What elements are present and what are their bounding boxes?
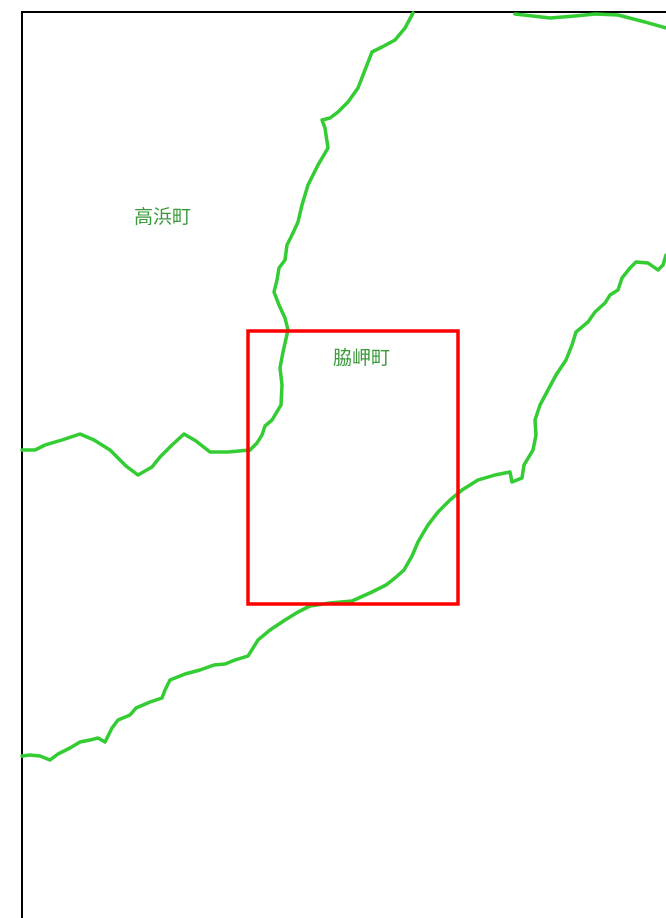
boundary-line-west	[20, 432, 252, 477]
town-label-takahama: 高浜町	[134, 206, 191, 228]
boundary-line-southeast	[20, 253, 666, 762]
map-frame	[21, 11, 666, 918]
boundary-line-central	[248, 11, 415, 452]
town-label-wakimisaki: 脇岬町	[333, 347, 390, 369]
boundary-line-north	[513, 12, 666, 30]
highlight-box	[246, 329, 460, 606]
